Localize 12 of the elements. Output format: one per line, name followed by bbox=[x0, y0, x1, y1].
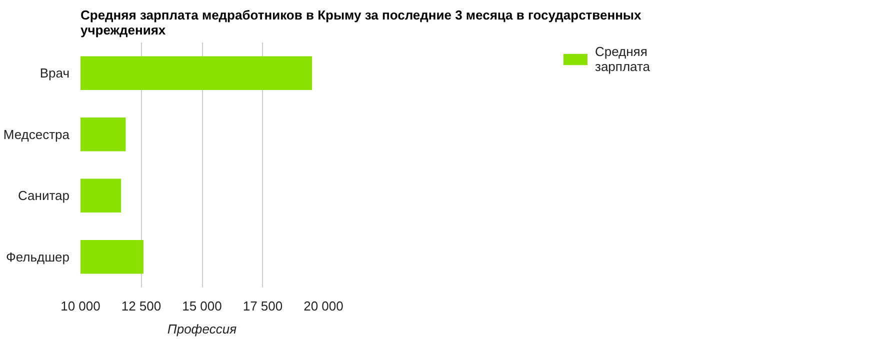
x-tick-label: 15 000 bbox=[182, 298, 222, 314]
y-tick-label: Фельдшер bbox=[6, 249, 70, 264]
x-tick-label: 17 500 bbox=[242, 298, 283, 314]
y-tick-label: Врач bbox=[40, 66, 70, 81]
y-tick-label: Санитар bbox=[18, 188, 70, 204]
x-tick-label: 12 500 bbox=[121, 298, 162, 314]
x-axis-title: Профессия bbox=[167, 322, 237, 336]
y-tick-label: Медсестра bbox=[3, 126, 70, 142]
x-tick-label: 10 000 bbox=[60, 298, 100, 314]
x-tick-label: 20 000 bbox=[304, 298, 344, 314]
text: Средняя зарплата медработников в Крыму за последние 3 месяца в государственных учреждениях bbox=[80, 8, 642, 38]
legend-label: Средняя зарплата bbox=[594, 44, 650, 74]
